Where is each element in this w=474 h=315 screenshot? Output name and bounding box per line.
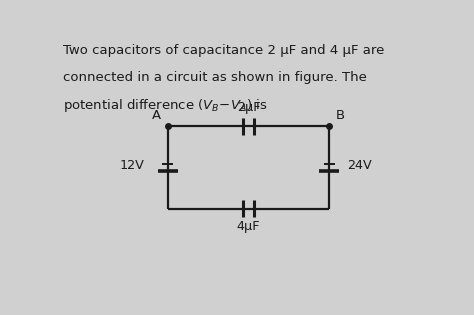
Text: 24V: 24V — [347, 159, 372, 172]
Text: connected in a circuit as shown in figure. The: connected in a circuit as shown in figur… — [63, 71, 367, 83]
Text: 12V: 12V — [120, 159, 145, 172]
Text: potential difference ($\mathit{V}_B\!-\!V_A$) is: potential difference ($\mathit{V}_B\!-\!… — [63, 97, 267, 114]
Text: 4μF: 4μF — [237, 220, 260, 233]
Text: B: B — [336, 109, 345, 122]
Text: Two capacitors of capacitance 2 μF and 4 μF are: Two capacitors of capacitance 2 μF and 4… — [63, 44, 384, 57]
Text: A: A — [152, 109, 161, 122]
Text: 2μF: 2μF — [237, 101, 260, 114]
